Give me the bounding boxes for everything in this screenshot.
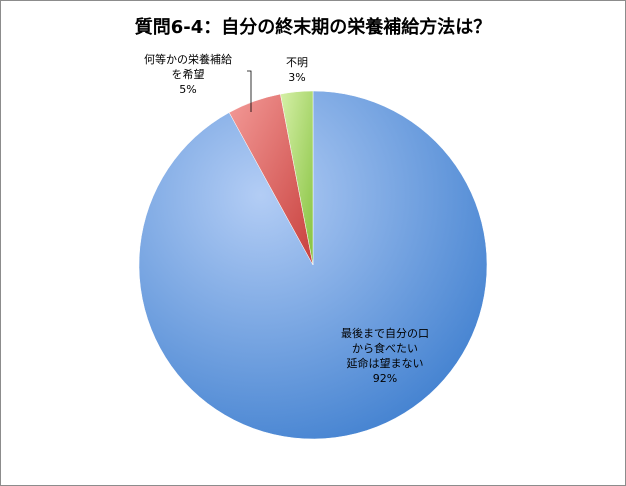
slice-label-eat-by-mouth: 最後まで自分の口 から食べたい 延命は望まない 92% (341, 327, 429, 385)
pie-slice-unknown (280, 90, 314, 266)
label-leader-line (247, 70, 252, 112)
slice-label-unknown: 不明 3% (286, 56, 308, 84)
chart-title: 質問6-4：自分の終末期の栄養補給方法は？ (134, 17, 492, 38)
slice-label-nutrition: 何等かの栄養補給 を希望 5% (144, 53, 232, 96)
